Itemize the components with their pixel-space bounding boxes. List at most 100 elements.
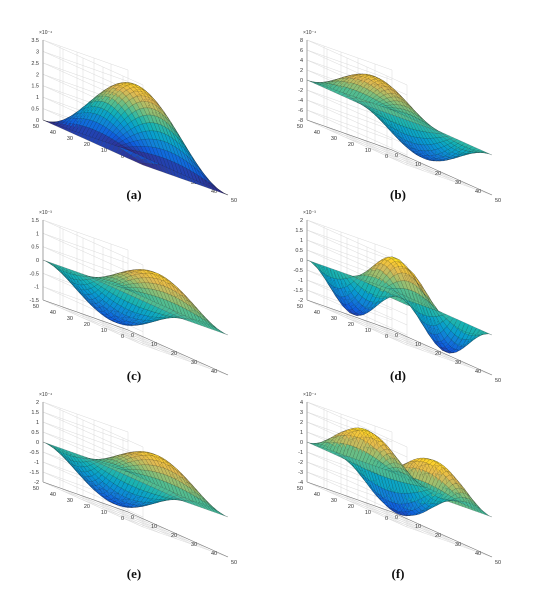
z-tick-label: 1 xyxy=(300,430,303,436)
x-tick-label: 50 xyxy=(495,378,501,384)
z-tick-label: 0 xyxy=(300,78,303,84)
z-exponent-label: ×10⁻⁴ xyxy=(39,30,52,36)
x-tick-label: 40 xyxy=(475,189,481,195)
y-tick-label: 50 xyxy=(297,124,303,130)
surface-facet xyxy=(484,333,493,336)
z-exponent-label: ×10⁻⁴ xyxy=(39,392,52,398)
z-tick-label: 1.5 xyxy=(31,218,39,224)
z-tick-label: 1 xyxy=(36,231,39,237)
y-tick-label: 0 xyxy=(121,154,124,160)
z-exponent-label: ×10⁻³ xyxy=(39,210,52,216)
z-tick-label: -0.5 xyxy=(294,268,303,274)
y-tick-label: 50 xyxy=(33,304,39,310)
x-tick-label: 0 xyxy=(395,333,398,339)
z-tick-label: -4 xyxy=(298,480,303,486)
y-tick-label: 30 xyxy=(67,498,73,504)
y-tick-label: 40 xyxy=(314,130,320,136)
y-tick-label: 50 xyxy=(33,486,39,492)
x-tick-label: 30 xyxy=(455,360,461,366)
y-tick-label: 10 xyxy=(101,148,107,154)
z-tick-label: 1 xyxy=(36,95,39,101)
x-tick-label: 40 xyxy=(475,369,481,375)
z-tick-label: 3.5 xyxy=(31,38,39,44)
surface-plot-e: 0 10 20 30 40 50 0 10 20 30 40 50 -2 -1.5 -1 -0.5 0 0.5 1 1… xyxy=(8,392,258,566)
z-tick-label: 2 xyxy=(300,420,303,426)
z-tick-label: -1 xyxy=(298,278,303,284)
y-tick-label: 50 xyxy=(33,124,39,130)
z-tick-label: 0 xyxy=(36,258,39,264)
tick-labels: 0102030405001020304050-2-1.5-1-0.500.511… xyxy=(30,392,238,566)
x-tick-label: 20 xyxy=(435,171,441,177)
z-tick-label: 0.5 xyxy=(31,245,39,251)
x-tick-label: 40 xyxy=(211,551,217,557)
z-tick-label: -2 xyxy=(298,460,303,466)
surface-facet xyxy=(484,512,493,518)
surface-facet xyxy=(484,152,493,156)
y-tick-label: 50 xyxy=(297,304,303,310)
surface-mesh xyxy=(306,256,493,354)
z-tick-label: -1.5 xyxy=(30,298,39,304)
caption-b: (b) xyxy=(390,187,406,202)
x-tick-label: 30 xyxy=(191,542,197,548)
caption-d: (d) xyxy=(390,368,406,383)
x-tick-label: 30 xyxy=(191,360,197,366)
z-tick-label: -2 xyxy=(298,298,303,304)
x-tick-label: 0 xyxy=(131,515,134,521)
y-tick-label: 0 xyxy=(385,516,388,522)
y-tick-label: 20 xyxy=(348,322,354,328)
z-tick-label: 3 xyxy=(300,410,303,416)
z-tick-label: 1.5 xyxy=(31,410,39,416)
z-tick-label: 8 xyxy=(300,38,303,44)
z-tick-label: -2 xyxy=(34,480,39,486)
y-tick-label: 0 xyxy=(121,334,124,340)
y-tick-label: 30 xyxy=(67,136,73,142)
z-tick-label: 2 xyxy=(300,218,303,224)
surface-mesh xyxy=(42,82,229,196)
z-tick-label: 4 xyxy=(300,400,303,406)
z-tick-label: 0.5 xyxy=(31,430,39,436)
z-tick-label: -6 xyxy=(298,108,303,114)
y-tick-label: 20 xyxy=(348,142,354,148)
y-tick-label: 10 xyxy=(365,148,371,154)
x-tick-label: 20 xyxy=(171,533,177,539)
x-tick-label: 20 xyxy=(435,533,441,539)
z-tick-label: 2.5 xyxy=(31,61,39,67)
z-tick-label: 1.5 xyxy=(31,84,39,90)
y-tick-label: 40 xyxy=(50,130,56,136)
z-tick-label: -3 xyxy=(298,470,303,476)
y-tick-label: 0 xyxy=(385,154,388,160)
x-tick-label: 50 xyxy=(495,560,501,566)
x-tick-label: 20 xyxy=(435,351,441,357)
z-tick-label: -0.5 xyxy=(30,450,39,456)
z-tick-label: 0 xyxy=(36,118,39,124)
x-tick-label: 50 xyxy=(231,198,237,204)
y-tick-label: 10 xyxy=(101,510,107,516)
y-tick-label: 10 xyxy=(365,328,371,334)
x-tick-label: 10 xyxy=(415,162,421,168)
surface-plot-c: 0 10 20 30 40 0 10 20 30 40 50 -1.5 -1 -0.5 0 0.5 1 1.5 ×1… xyxy=(8,210,258,376)
x-tick-label: 50 xyxy=(231,560,237,566)
y-tick-label: 20 xyxy=(84,322,90,328)
surface-facet xyxy=(220,190,229,196)
z-tick-label: -1.5 xyxy=(294,288,303,294)
axes-frame xyxy=(42,401,229,558)
z-exponent-label: ×10⁻³ xyxy=(303,210,316,216)
surface-mesh xyxy=(306,427,493,518)
x-tick-label: 30 xyxy=(455,542,461,548)
y-tick-label: 30 xyxy=(331,136,337,142)
surface-mesh xyxy=(42,259,229,336)
z-tick-label: 2 xyxy=(36,72,39,78)
z-tick-label: 0 xyxy=(300,440,303,446)
z-exponent-label: ×10⁻⁴ xyxy=(303,392,316,398)
z-tick-label: 1 xyxy=(300,238,303,244)
z-tick-label: -4 xyxy=(298,98,303,104)
surface-facet xyxy=(220,331,229,336)
y-tick-label: 40 xyxy=(314,492,320,498)
y-tick-label: 0 xyxy=(121,516,124,522)
x-tick-label: 40 xyxy=(211,189,217,195)
x-tick-label: 0 xyxy=(131,333,134,339)
surface-plot-a: 010203040500102030405000.511.522.533.5×1… xyxy=(8,30,258,204)
surface-plot-f: 0 10 20 30 40 50 0 10 20 30 40 50 -4 -3 -2 -1 0 1 2 3 4 ×10⁻⁴ xyxy=(272,392,522,566)
